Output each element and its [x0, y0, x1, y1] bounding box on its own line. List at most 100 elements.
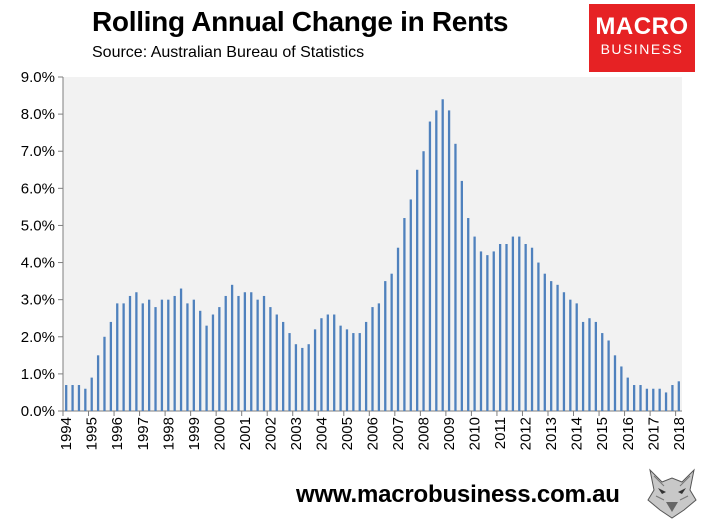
x-tick-label: 2006	[365, 417, 382, 450]
bar	[569, 299, 572, 411]
x-tick-label: 2013	[543, 417, 560, 450]
bar	[352, 333, 355, 411]
bar	[205, 325, 208, 411]
x-tick-label: 2016	[620, 417, 637, 450]
bar	[358, 333, 361, 411]
bar	[645, 388, 649, 411]
bar	[256, 299, 259, 411]
bar	[224, 295, 227, 411]
bar	[460, 180, 463, 411]
bar	[179, 288, 183, 411]
bar	[601, 333, 604, 411]
bar	[524, 244, 527, 411]
bar	[148, 299, 151, 411]
bar	[416, 169, 419, 411]
y-tick-label: 9.0%	[21, 69, 55, 86]
bar	[518, 236, 521, 411]
bar	[550, 281, 553, 411]
bar	[505, 244, 508, 411]
bar	[122, 303, 125, 411]
bar	[250, 292, 253, 411]
y-tick-label: 1.0%	[21, 366, 55, 383]
bar	[160, 299, 164, 411]
bar	[345, 329, 349, 411]
bar	[186, 303, 189, 411]
y-tick-label: 3.0%	[21, 292, 55, 309]
bar	[530, 247, 534, 411]
bar	[192, 299, 195, 411]
x-tick-label: 2015	[594, 417, 611, 450]
bar	[652, 388, 655, 411]
bar	[613, 355, 617, 411]
bar	[211, 314, 215, 411]
bar	[454, 143, 457, 412]
bar	[543, 273, 546, 411]
bar	[632, 385, 636, 411]
bar	[607, 340, 610, 411]
bar	[282, 321, 285, 411]
bar	[390, 273, 393, 411]
bar	[396, 247, 400, 411]
bar	[141, 303, 144, 411]
bar	[467, 218, 470, 411]
x-tick-label: 2004	[313, 417, 330, 450]
bar	[409, 199, 412, 411]
x-tick-label: 2000	[211, 417, 228, 450]
bar	[128, 295, 132, 411]
bar	[594, 321, 597, 411]
bar	[384, 281, 387, 411]
bar	[537, 262, 540, 411]
bar	[135, 292, 138, 411]
bar	[441, 99, 444, 412]
x-tick-label: 2001	[237, 417, 254, 450]
x-tick-label: 2014	[569, 417, 586, 450]
bar	[486, 255, 489, 411]
bar	[301, 347, 304, 411]
x-tick-label: 2009	[441, 417, 458, 450]
y-tick-label: 7.0%	[21, 143, 55, 160]
bar	[262, 295, 266, 411]
bar	[288, 333, 291, 411]
logo-line2: BUSINESS	[600, 41, 684, 57]
bar	[294, 344, 298, 411]
x-tick-label: 1996	[109, 417, 126, 450]
x-tick-label: 2011	[492, 417, 509, 449]
bar	[109, 321, 113, 411]
y-tick-label: 4.0%	[21, 255, 55, 272]
x-tick-label: 2018	[671, 417, 688, 450]
bar	[498, 244, 502, 411]
bar	[77, 385, 81, 411]
footer-url: www.macrobusiness.com.au	[296, 481, 620, 508]
bar	[473, 236, 476, 411]
chart-subtitle: Source: Australian Bureau of Statistics	[92, 44, 365, 61]
bar	[556, 284, 559, 411]
bar	[71, 385, 74, 411]
bar	[103, 336, 106, 411]
bar	[677, 381, 680, 411]
x-tick-label: 2002	[262, 417, 279, 450]
y-tick-label: 5.0%	[21, 217, 55, 234]
x-tick-label: 2008	[416, 417, 433, 450]
bar	[639, 385, 642, 411]
x-tick-label: 1998	[160, 417, 177, 450]
x-tick-label: 1995	[84, 417, 101, 450]
bar	[269, 307, 272, 411]
bar	[664, 392, 668, 411]
bar	[230, 284, 234, 411]
bar	[307, 344, 310, 411]
bar	[96, 355, 100, 411]
bar	[90, 377, 93, 411]
bar	[403, 218, 406, 411]
bar	[237, 295, 240, 411]
bar	[575, 303, 578, 411]
bar	[326, 314, 329, 411]
bar	[658, 388, 661, 411]
y-tick-label: 8.0%	[21, 106, 55, 123]
bar	[313, 329, 317, 411]
bar	[422, 151, 425, 411]
bar	[671, 385, 674, 411]
bar	[377, 303, 381, 411]
logo-line1: MACRO	[595, 13, 689, 40]
bar	[84, 388, 87, 411]
